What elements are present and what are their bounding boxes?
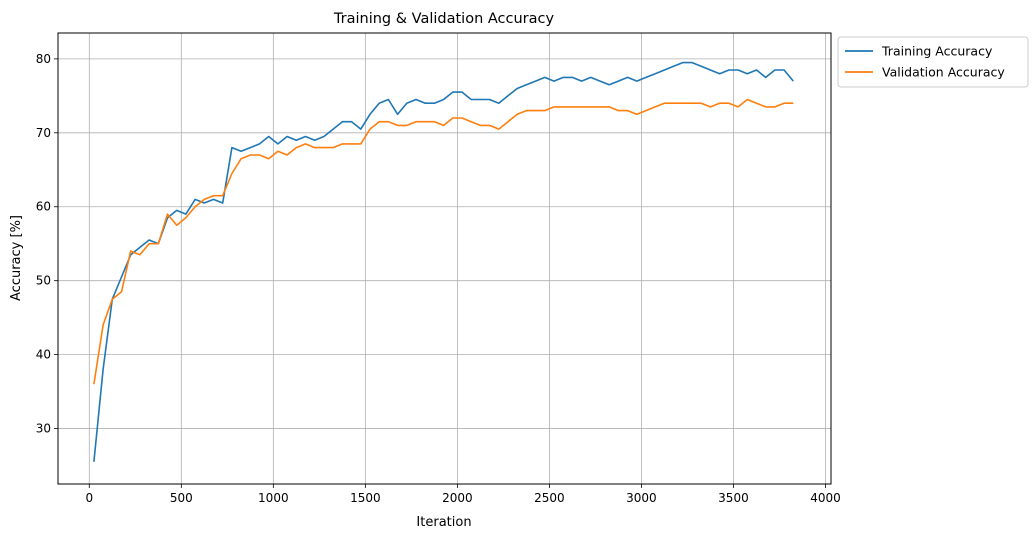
x-tick-label: 3000 (626, 491, 657, 505)
y-axis-ticks: 30 40 50 60 70 80 (36, 52, 58, 436)
x-tick-label: 500 (170, 491, 193, 505)
x-tick-label: 4000 (810, 491, 841, 505)
y-tick-label: 40 (36, 348, 51, 362)
y-tick-label: 50 (36, 274, 51, 288)
y-tick-label: 80 (36, 52, 51, 66)
chart-title: Training & Validation Accuracy (333, 11, 555, 27)
x-axis-label: Iteration (416, 515, 471, 530)
series-group (93, 61, 794, 462)
grid-lines (58, 33, 831, 484)
series-line-validation (93, 98, 794, 385)
x-tick-label: 0 (85, 491, 93, 505)
x-tick-label: 3500 (718, 491, 749, 505)
legend-label: Training Accuracy (881, 44, 993, 59)
legend: Training Accuracy Validation Accuracy (837, 36, 1029, 88)
y-axis-label: Accuracy [%] (9, 215, 24, 301)
x-axis-ticks: 0 500 1000 1500 2000 2500 3000 3500 4000 (85, 484, 841, 505)
x-tick-label: 2000 (442, 491, 473, 505)
plot-frame (57, 32, 832, 485)
series-line-training (93, 61, 794, 462)
x-tick-label: 1500 (350, 491, 381, 505)
y-tick-label: 30 (36, 422, 51, 436)
legend-label: Validation Accuracy (882, 65, 1005, 80)
y-tick-label: 70 (36, 126, 51, 140)
legend-box (837, 36, 1029, 88)
x-tick-label: 2500 (534, 491, 565, 505)
y-tick-label: 60 (36, 200, 51, 214)
x-tick-label: 1000 (258, 491, 289, 505)
